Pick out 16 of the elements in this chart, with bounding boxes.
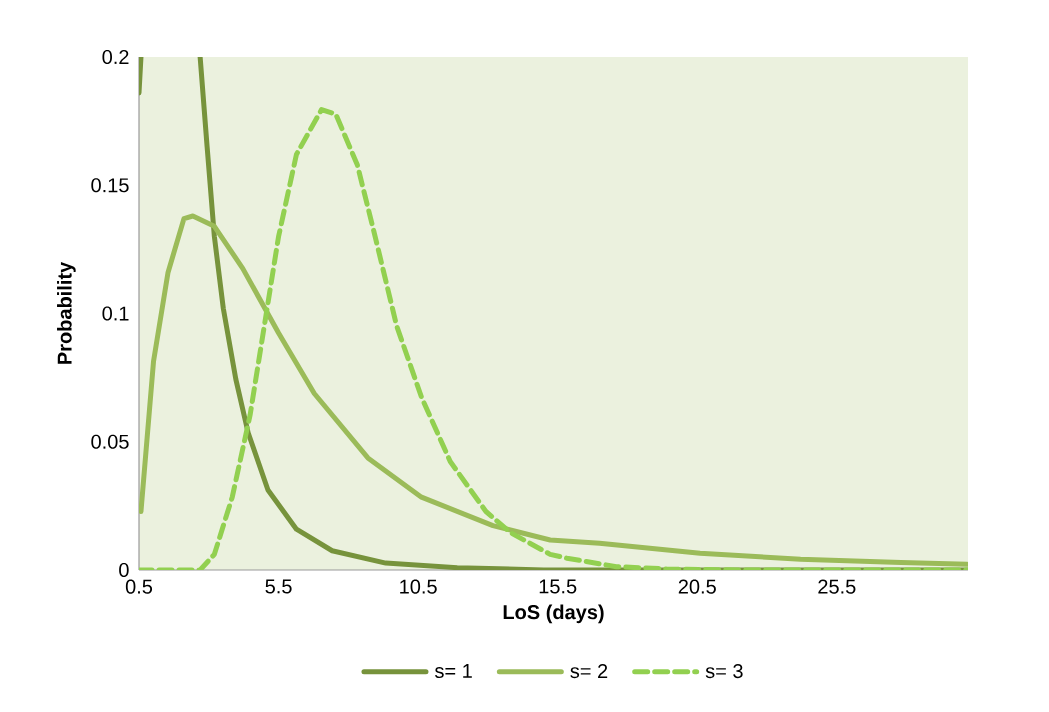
legend-label: s= 3: [705, 663, 743, 679]
y-axis-title: Probability: [57, 261, 76, 364]
x-axis-title: LoS (days): [503, 604, 604, 624]
y-tick-label: 0: [119, 562, 129, 578]
legend-label: s= 2: [570, 663, 608, 679]
x-tick-label: 5.5: [265, 579, 292, 594]
y-tick-label: 0.05: [91, 434, 129, 449]
x-tick-label: 15.5: [539, 579, 577, 594]
x-tick-label: 25.5: [818, 579, 856, 594]
y-tick-label: 0.1: [102, 306, 129, 321]
y-tick-label: 0.2: [102, 49, 129, 65]
x-tick-label: 20.5: [678, 579, 716, 594]
legend-label: s= 1: [435, 664, 472, 679]
x-tick-label: 0.5: [125, 579, 153, 594]
y-tick-label: 0.15: [91, 178, 129, 193]
x-tick-label: 10.5: [400, 579, 437, 594]
